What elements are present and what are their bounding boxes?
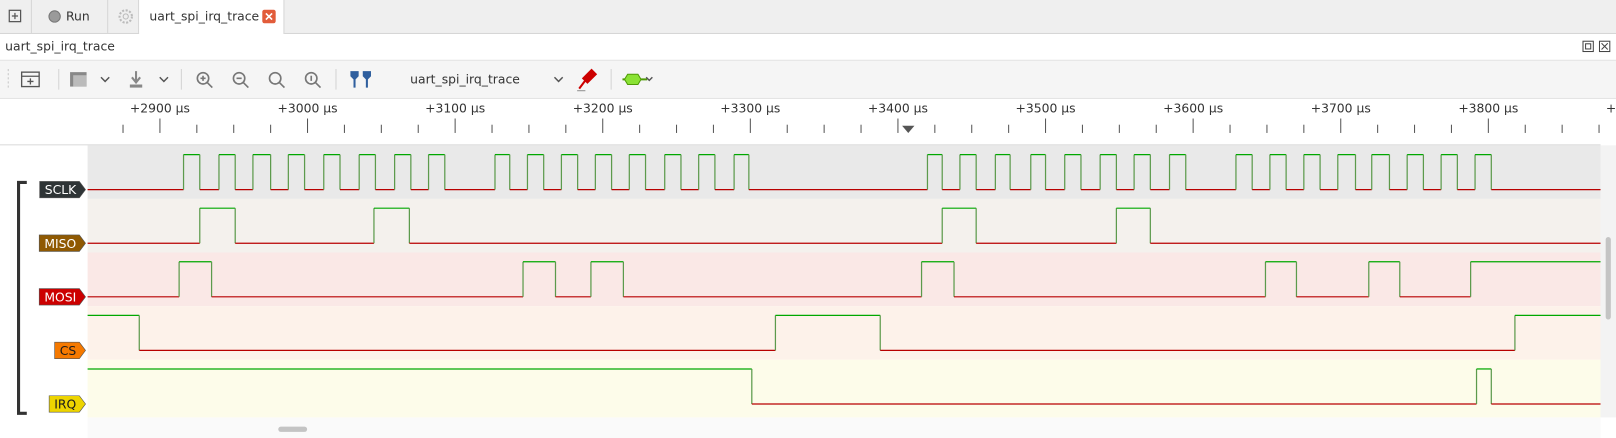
tick-label: +3400 µs [868, 102, 928, 116]
session-selector[interactable]: uart_spi_irq_trace [410, 72, 520, 87]
signal-name: MOSI [44, 290, 76, 304]
scroll-thumb[interactable] [278, 426, 308, 432]
toolbar-icons [7, 68, 653, 92]
signal-name: IRQ [54, 398, 76, 412]
signal-labels: SCLK MISO MOSI CS IRQ [38, 181, 86, 413]
window-buttons[interactable] [1582, 40, 1613, 54]
signal-tag [54, 341, 86, 359]
tick-label: +2900 µs [130, 102, 190, 116]
settings-tab[interactable] [108, 0, 140, 33]
icon [118, 9, 133, 24]
trace-view: SCLK MISO MOSI CS IRQ +2900 µs +3000 µs +3100 µ… [0, 98, 1616, 438]
icon [48, 10, 61, 23]
tick-label: +3000 µs [278, 102, 338, 116]
run-tab[interactable]: Run [33, 0, 109, 33]
row-background [87, 145, 1601, 199]
horizontal-scrollbar[interactable] [87, 417, 1601, 438]
tick-label: +3200 µs [573, 102, 633, 116]
open-button[interactable] [70, 72, 110, 87]
close-icon[interactable] [262, 9, 276, 24]
toolbar: uart_spi_irq_trace [0, 59, 1616, 99]
tab-label: uart_spi_irq_trace [149, 9, 260, 24]
tick-label: +3100 µs [425, 102, 485, 116]
time-ruler: +2900 µs +3000 µs +3100 µs +3200 µs +3300 µs… [0, 98, 1616, 146]
tick-label: +3700 µs [1311, 102, 1371, 116]
ruler-background [87, 98, 1616, 145]
group-bracket [17, 180, 27, 415]
tick-label: +3800 µs [1458, 102, 1518, 116]
tick-label: +3600 µs [1163, 102, 1223, 116]
tick-label: +3300 µs [720, 102, 780, 116]
zoom-buttons[interactable] [196, 71, 322, 89]
signal-tag [48, 395, 86, 413]
row-background [87, 198, 1601, 253]
tick-label: +3500 µs [1016, 102, 1076, 116]
cursor-marker [902, 125, 915, 133]
signal-tag [38, 234, 86, 252]
add-button[interactable] [20, 71, 40, 88]
view-title: uart_spi_irq_trace [5, 39, 115, 54]
signal-tag [38, 288, 86, 306]
signal-name: MISO [44, 237, 76, 251]
row-background [87, 252, 1601, 307]
signal-tag [39, 181, 86, 199]
cursor-button[interactable] [350, 71, 372, 88]
trace-tab[interactable]: uart_spi_irq_trace [139, 0, 285, 35]
tab-bar: Run uart_spi_irq_trace [0, 0, 1616, 35]
tick-label: +3900 µs [1606, 102, 1616, 116]
signal-name: SCLK [45, 183, 77, 197]
decoder-button[interactable] [622, 73, 653, 86]
icon [8, 9, 22, 23]
probe-button[interactable] [577, 68, 598, 92]
view-title-bar: uart_spi_irq_trace [0, 34, 1616, 60]
scroll-thumb[interactable] [1605, 237, 1611, 320]
tab-label: Run [65, 9, 90, 24]
save-button[interactable] [129, 71, 169, 88]
new-tab-button[interactable] [0, 0, 32, 33]
signal-name: CS [60, 344, 77, 358]
row-background [87, 306, 1601, 360]
waveforms [87, 145, 1601, 418]
